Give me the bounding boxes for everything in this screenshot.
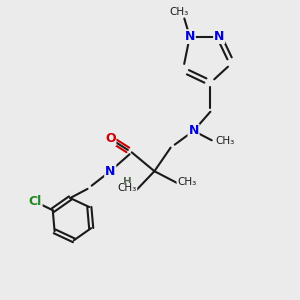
Text: CH₃: CH₃ [177, 176, 196, 187]
Text: CH₃: CH₃ [169, 7, 188, 16]
Text: H: H [123, 177, 131, 187]
Text: Cl: Cl [28, 195, 42, 208]
Text: N: N [188, 124, 199, 137]
Text: N: N [184, 30, 195, 43]
Text: O: O [105, 132, 116, 145]
Text: CH₃: CH₃ [215, 136, 235, 146]
Text: N: N [214, 30, 224, 43]
Text: CH₃: CH₃ [118, 183, 137, 193]
Text: N: N [105, 165, 116, 178]
